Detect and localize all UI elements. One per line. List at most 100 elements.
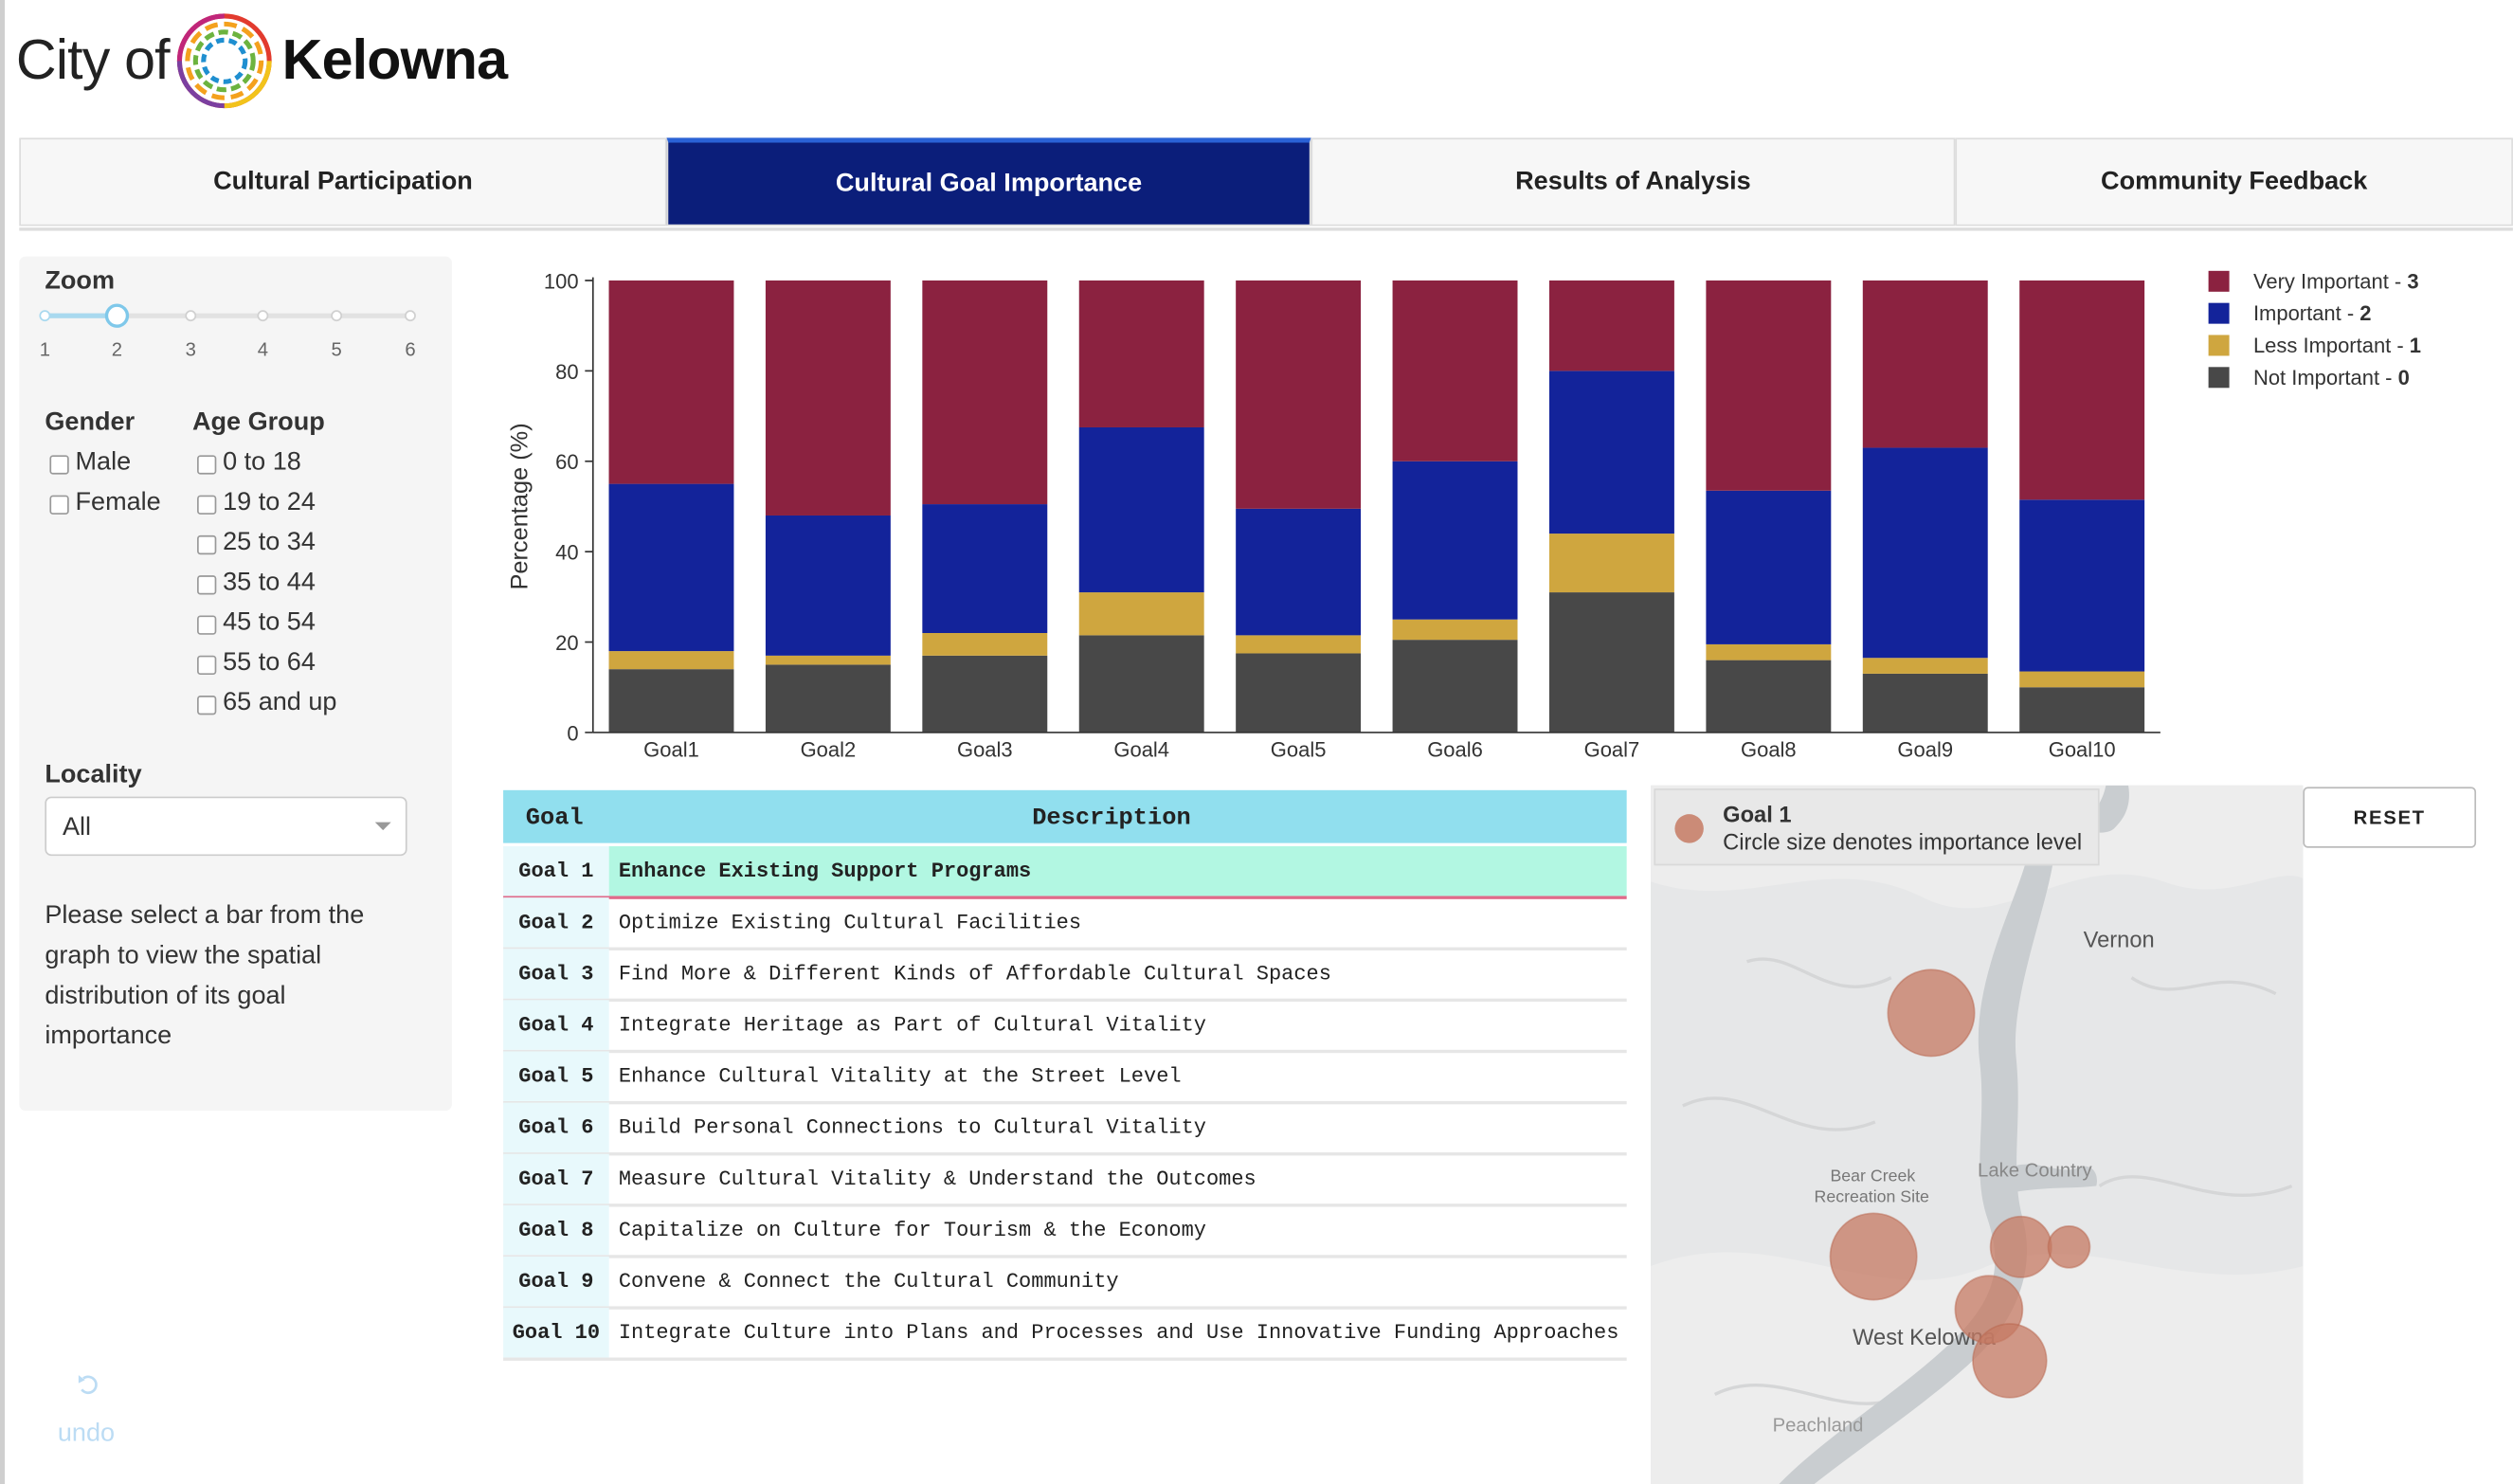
bar-segment[interactable] — [2019, 671, 2145, 688]
checkbox-female[interactable] — [49, 495, 69, 515]
checkbox-age-19-24[interactable] — [197, 495, 217, 515]
zoom-tick: 2 — [112, 339, 122, 360]
map-view[interactable]: Vernon Lake Country Bear Creek Recreatio… — [1651, 785, 2304, 1484]
bar-segment[interactable] — [1706, 280, 1832, 491]
bar-segment[interactable] — [922, 280, 1048, 505]
table-row[interactable]: Goal 10 Integrate Culture into Plans and … — [503, 1308, 1627, 1361]
bar-segment[interactable] — [1392, 280, 1518, 461]
tab-cultural-goal-importance[interactable]: Cultural Goal Importance — [666, 137, 1311, 226]
bar-segment[interactable] — [2019, 687, 2145, 733]
legend-swatch — [2208, 302, 2230, 324]
x-tick-label: Goal6 — [1427, 737, 1483, 761]
bar-segment[interactable] — [2019, 499, 2145, 672]
checkbox-age-35-44[interactable] — [197, 575, 217, 595]
table-row[interactable]: Goal 6 Build Personal Connections to Cult… — [503, 1102, 1627, 1156]
bar-segment[interactable] — [922, 632, 1048, 656]
bar-segment[interactable] — [1392, 461, 1518, 620]
table-row[interactable]: Goal 8 Capitalize on Culture for Tourism … — [503, 1204, 1627, 1258]
option-age-label: 65 and up — [223, 689, 337, 717]
tab-community-feedback[interactable]: Community Feedback — [1955, 137, 2513, 226]
goal-importance-circle[interactable] — [1989, 1215, 2052, 1278]
tab-cultural-participation[interactable]: Cultural Participation — [19, 137, 667, 226]
reset-button[interactable]: RESET — [2303, 787, 2477, 848]
description-cell: Enhance Existing Support Programs — [608, 846, 1627, 896]
goal-cell: Goal 9 — [503, 1256, 609, 1307]
bar-segment[interactable] — [1236, 508, 1362, 636]
bar-segment[interactable] — [1236, 653, 1362, 733]
undo-button[interactable]: undo — [57, 1420, 116, 1448]
checkbox-male[interactable] — [49, 455, 69, 475]
bar-segment[interactable] — [765, 280, 891, 516]
bar-segment[interactable] — [1392, 619, 1518, 641]
bar-segment[interactable] — [1548, 280, 1674, 371]
bar-segment[interactable] — [1706, 490, 1832, 644]
bar-segment[interactable] — [1548, 592, 1674, 733]
bar-segment[interactable] — [1392, 640, 1518, 733]
legend-label: Important - 2 — [2253, 301, 2372, 325]
zoom-slider[interactable]: 1 2 3 4 5 6 — [32, 301, 433, 366]
bar-segment[interactable] — [1548, 534, 1674, 593]
description-cell: Optimize Existing Cultural Facilities — [618, 910, 1082, 935]
goal-importance-circle[interactable] — [2047, 1224, 2091, 1269]
bar-segment[interactable] — [1862, 280, 1988, 448]
bar-segment[interactable] — [1862, 658, 1988, 674]
bar-segment[interactable] — [765, 664, 891, 733]
option-age-label: 25 to 34 — [223, 529, 316, 556]
table-row[interactable]: Goal 2 Optimize Existing Cultural Facilit… — [503, 897, 1627, 950]
legend-separator: - — [2391, 334, 2410, 357]
bar-segment[interactable] — [1236, 635, 1362, 654]
bar-segment[interactable] — [608, 280, 734, 484]
bar-segment[interactable] — [765, 655, 891, 665]
table-row[interactable]: Goal 3 Find More & Different Kinds of Aff… — [503, 949, 1627, 1003]
legend-series-name: Important — [2253, 301, 2341, 325]
checkbox-age-45-54[interactable] — [197, 615, 217, 635]
checkbox-age-0-18[interactable] — [197, 455, 217, 475]
tab-results-of-analysis[interactable]: Results of Analysis — [1311, 137, 1956, 226]
checkbox-age-55-64[interactable] — [197, 655, 217, 676]
description-cell: Measure Cultural Vitality & Understand t… — [618, 1167, 1256, 1191]
bar-segment[interactable] — [765, 515, 891, 656]
undo-icon[interactable] — [77, 1373, 99, 1399]
description-cell: Integrate Culture into Plans and Process… — [618, 1320, 1619, 1346]
bar-segment[interactable] — [1548, 371, 1674, 534]
table-row[interactable]: Goal 1 Enhance Existing Support Programs — [503, 846, 1627, 899]
legend-swatch — [2208, 270, 2230, 292]
bar-segment[interactable] — [1078, 426, 1204, 593]
table-row[interactable]: Goal 7 Measure Cultural Vitality & Unders… — [503, 1153, 1627, 1207]
bar-segment[interactable] — [1862, 447, 1988, 659]
goal-cell: Goal 7 — [503, 1153, 609, 1204]
bar-segment[interactable] — [2019, 280, 2145, 500]
table-row[interactable]: Goal 9 Convene & Connect the Cultural Com… — [503, 1256, 1627, 1310]
bar-segment[interactable] — [608, 669, 734, 733]
zoom-slider-handle[interactable] — [104, 303, 130, 328]
bar-segment[interactable] — [1078, 280, 1204, 427]
table-row[interactable]: Goal 4 Integrate Heritage as Part of Cult… — [503, 1000, 1627, 1054]
checkbox-age-25-34[interactable] — [197, 534, 217, 555]
option-age-label: 0 to 18 — [223, 448, 301, 477]
bar-segment[interactable] — [1706, 643, 1832, 661]
bar-segment[interactable] — [922, 504, 1048, 633]
description-cell: Capitalize on Culture for Tourism & the … — [618, 1218, 1206, 1242]
goal-importance-circle[interactable] — [1972, 1323, 2048, 1399]
bar-segment[interactable] — [1862, 673, 1988, 733]
gender-label: Gender — [45, 408, 136, 437]
goal-importance-circle[interactable] — [1887, 968, 1976, 1058]
bar-segment[interactable] — [608, 483, 734, 652]
help-text-line: Please select a bar from the — [45, 902, 365, 930]
filter-sidebar — [19, 256, 452, 1112]
map-legend: Goal 1 Circle size denotes importance le… — [1654, 788, 2100, 866]
bar-segment[interactable] — [1078, 592, 1204, 636]
legend-series-name: Very Important — [2253, 269, 2389, 293]
bar-segment[interactable] — [1706, 660, 1832, 733]
bar-segment[interactable] — [608, 651, 734, 670]
legend-label: Very Important - 3 — [2253, 269, 2419, 293]
locality-select[interactable]: All — [45, 796, 407, 857]
locality-label: Locality — [45, 761, 142, 789]
checkbox-age-65-up[interactable] — [197, 696, 217, 715]
goal-importance-circle[interactable] — [1829, 1212, 1918, 1301]
bar-segment[interactable] — [1078, 635, 1204, 733]
bar-segment[interactable] — [1236, 280, 1362, 509]
bar-segment[interactable] — [922, 655, 1048, 733]
table-row[interactable]: Goal 5 Enhance Cultural Vitality at the S… — [503, 1051, 1627, 1105]
x-tick-label: Goal3 — [957, 737, 1013, 761]
